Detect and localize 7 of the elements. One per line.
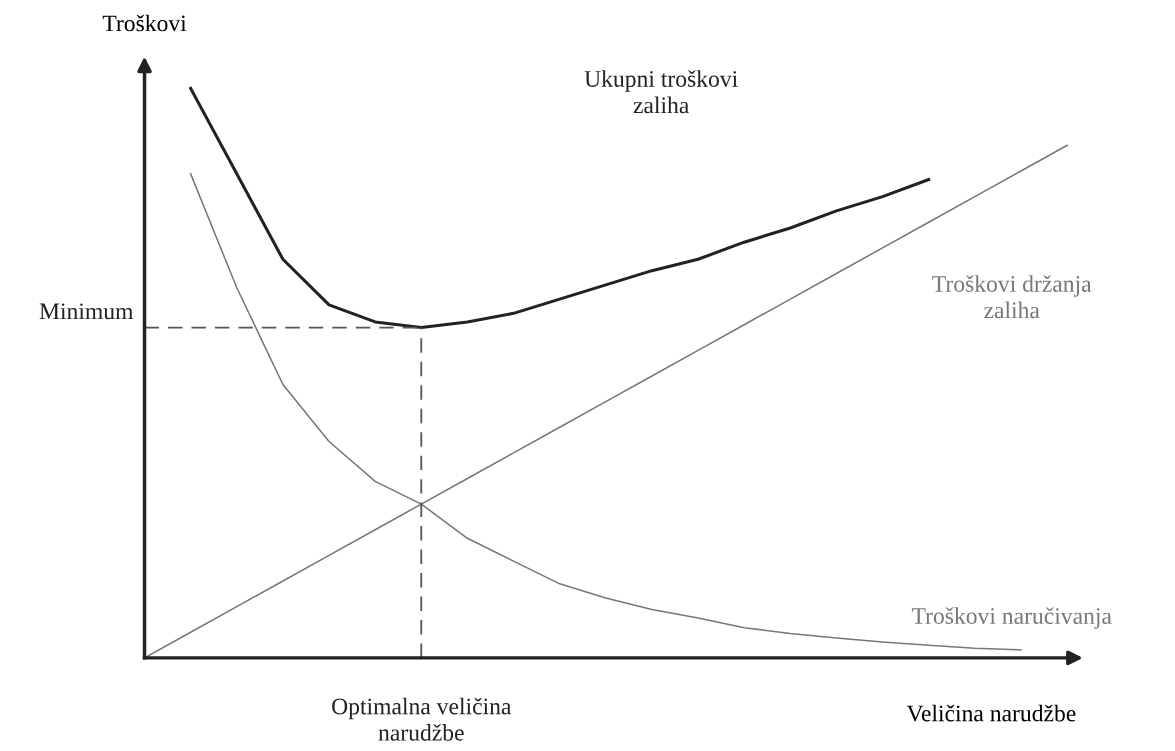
text: Ukupni troškovi zaliha xyxy=(584,70,738,114)
text: Optimalna veličina narudžbe xyxy=(332,697,512,741)
y-axis-title: Troškovi xyxy=(102,14,187,32)
series-label: Troškovi naručivanja xyxy=(911,607,1112,629)
ref-line-label: Minimum xyxy=(39,303,134,320)
x-axis-title: Veličina narudžbe xyxy=(906,704,1076,722)
text: Troškovi držanja zaliha xyxy=(932,275,1092,319)
